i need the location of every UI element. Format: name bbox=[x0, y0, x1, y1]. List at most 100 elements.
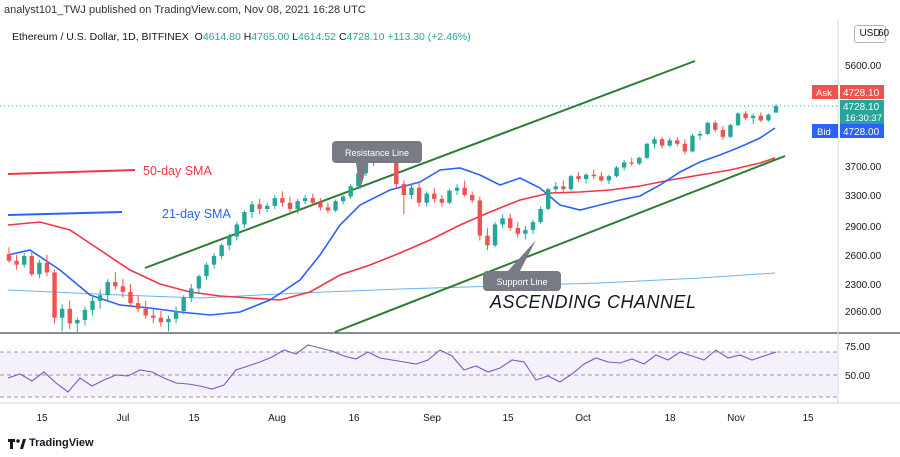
candle-body bbox=[454, 187, 460, 191]
time-tick-label: 18 bbox=[664, 413, 676, 424]
candle-body bbox=[227, 236, 232, 246]
candle-body bbox=[735, 113, 741, 126]
rsi-tick-50: 50.00 bbox=[845, 371, 870, 382]
time-tick-label: 15 bbox=[802, 413, 814, 424]
candle bbox=[432, 187, 437, 203]
ohlc-high: H4765.00 bbox=[243, 31, 290, 43]
candle bbox=[242, 210, 247, 228]
candle-body bbox=[409, 187, 414, 195]
time-tick-label: 15 bbox=[36, 413, 48, 424]
candle bbox=[659, 136, 665, 149]
resistance-callout[interactable]: Resistance Line bbox=[332, 141, 422, 190]
candle bbox=[637, 156, 642, 165]
candle-body bbox=[394, 154, 399, 185]
time-tick-label: Jul bbox=[117, 413, 130, 424]
candle-body bbox=[492, 224, 498, 246]
candle-body bbox=[485, 235, 490, 246]
candle-body bbox=[75, 320, 80, 324]
ohlc-close: C4728.10 bbox=[338, 31, 385, 43]
candle bbox=[310, 193, 315, 205]
candle bbox=[52, 269, 57, 324]
candle bbox=[204, 262, 209, 281]
candle bbox=[424, 191, 429, 207]
candle-body bbox=[318, 202, 323, 208]
candle-body bbox=[325, 207, 331, 211]
candle bbox=[454, 184, 460, 195]
candle-body bbox=[629, 162, 634, 164]
candle-body bbox=[697, 133, 703, 136]
candle bbox=[621, 160, 627, 171]
candle-body bbox=[310, 198, 315, 203]
candle bbox=[583, 173, 589, 184]
ask-label: Ask bbox=[816, 88, 832, 99]
candle bbox=[181, 295, 186, 315]
candle bbox=[599, 171, 604, 182]
candle-body bbox=[659, 139, 665, 146]
price-axis-ticks[interactable]: 5600.00 3700.00 3300.00 2900.00 2600.00 2300.… bbox=[845, 61, 882, 318]
candle-body bbox=[113, 282, 118, 287]
candle bbox=[272, 195, 277, 209]
candle bbox=[743, 111, 748, 121]
candle-body bbox=[82, 309, 88, 320]
candle bbox=[409, 184, 414, 199]
candle bbox=[82, 306, 88, 326]
footer-brand[interactable]: TradingView bbox=[29, 437, 94, 449]
candle bbox=[568, 174, 574, 191]
candle bbox=[523, 226, 528, 240]
candle bbox=[348, 184, 353, 199]
candle-body bbox=[158, 317, 164, 323]
time-tick-label: 15 bbox=[502, 413, 514, 424]
candle-body bbox=[166, 318, 171, 323]
candle-body bbox=[37, 262, 42, 275]
candle bbox=[447, 189, 452, 205]
time-axis-ticks[interactable]: 15 Jul 15 Aug 16 Sep 15 Oct 18 Nov 15 bbox=[36, 413, 814, 424]
support-label: Support Line bbox=[496, 277, 547, 287]
candle-body bbox=[6, 254, 12, 261]
candle-body bbox=[29, 255, 34, 275]
candle-body bbox=[508, 218, 513, 228]
bid-label-box bbox=[812, 124, 838, 138]
candle bbox=[591, 169, 596, 180]
support-trendline[interactable] bbox=[334, 155, 786, 333]
candle-body bbox=[249, 204, 255, 213]
candle-body bbox=[568, 176, 574, 190]
candle bbox=[67, 300, 72, 329]
candle-body bbox=[90, 300, 95, 310]
candle-body bbox=[751, 115, 756, 119]
candle bbox=[29, 251, 34, 277]
candle bbox=[280, 191, 285, 207]
symbol-name[interactable]: Ethereum / U.S. Dollar, 1D, BITFINEX bbox=[12, 31, 189, 43]
sma21-annotation: 21-day SMA bbox=[162, 207, 231, 221]
candle bbox=[211, 253, 217, 269]
tradingview-logo-icon bbox=[8, 439, 26, 449]
ask-label-box bbox=[812, 85, 838, 99]
price-tick-label: 2900.00 bbox=[845, 222, 882, 233]
candle-body bbox=[196, 276, 202, 289]
candle-body bbox=[59, 308, 65, 318]
candle bbox=[234, 222, 240, 241]
candle-body bbox=[606, 176, 612, 181]
candle bbox=[439, 195, 445, 207]
candle-body bbox=[295, 201, 300, 209]
candle bbox=[470, 191, 475, 203]
candle bbox=[500, 214, 505, 228]
candle-body bbox=[591, 174, 596, 177]
price-tick-top: 60 bbox=[878, 28, 890, 39]
sma50-line bbox=[7, 157, 776, 301]
candle-body bbox=[515, 227, 521, 234]
sma50-legend-line bbox=[7, 169, 136, 175]
candle-body bbox=[151, 315, 156, 318]
support-callout[interactable]: Support Line bbox=[483, 240, 561, 291]
candle-body bbox=[44, 262, 50, 273]
candle-body bbox=[356, 173, 361, 187]
currency-button[interactable]: USD bbox=[854, 25, 886, 43]
candle-body bbox=[135, 303, 141, 309]
candle-body bbox=[257, 204, 262, 209]
candle bbox=[629, 157, 634, 166]
resistance-callout-box bbox=[332, 141, 422, 163]
candle-body bbox=[545, 189, 551, 209]
candle-body bbox=[333, 201, 338, 211]
sma21-line bbox=[7, 127, 776, 316]
candle bbox=[477, 196, 483, 241]
